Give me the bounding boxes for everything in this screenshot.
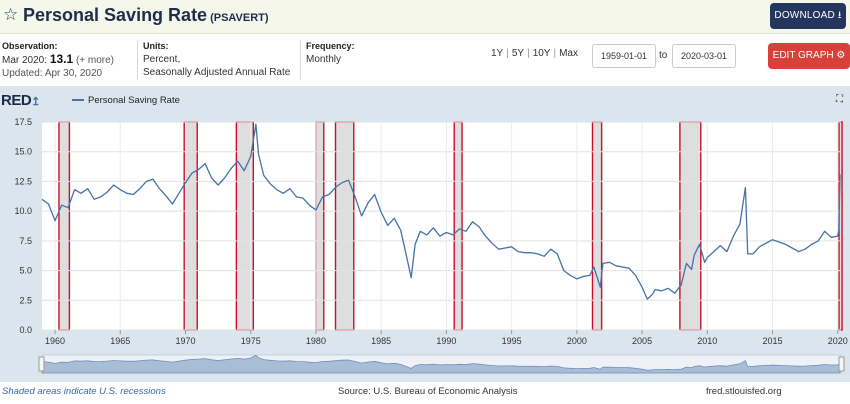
recession-layer xyxy=(58,121,843,331)
x-tick-label: 1990 xyxy=(436,336,456,346)
recession-band-1 xyxy=(58,121,71,331)
recession-band-8 xyxy=(679,121,702,331)
recession-band-6 xyxy=(453,121,463,331)
frequency-value: Monthly xyxy=(306,54,342,65)
x-tick-label: 1965 xyxy=(110,336,130,346)
download-icon: ⭳ xyxy=(837,10,842,21)
y-axis: 0.0 2.5 5.0 7.5 10.0 12.5 15.0 17.5 xyxy=(14,117,32,335)
navigator-handle-left[interactable] xyxy=(38,356,45,372)
logo-text: RED xyxy=(1,92,32,109)
x-tick-label: 2015 xyxy=(762,336,782,346)
x-tick-label: 1975 xyxy=(241,336,261,346)
y-tick-label: 10.0 xyxy=(14,206,32,216)
x-tick-label: 1980 xyxy=(306,336,326,346)
grid-layer xyxy=(42,121,841,331)
edit-graph-label: EDIT GRAPH xyxy=(772,50,834,61)
to-label: to xyxy=(659,50,668,61)
gear-icon: ⚙ xyxy=(836,50,846,61)
page-title: Personal Saving Rate (PSAVERT) xyxy=(23,5,269,26)
recession-band-2 xyxy=(183,121,198,331)
x-tick-label: 1985 xyxy=(371,336,391,346)
range-max-button[interactable]: Max xyxy=(559,48,578,59)
x-tick-label: 2005 xyxy=(632,336,652,346)
star-outline-icon[interactable]: ☆ xyxy=(3,5,19,24)
frequency-block: Frequency: Monthly xyxy=(306,40,355,66)
end-date-input[interactable]: 2020-03-01 xyxy=(672,44,736,68)
observation-value: 13.1 xyxy=(49,52,74,66)
recession-band-5 xyxy=(334,121,355,331)
legend-label: Personal Saving Rate xyxy=(88,95,180,106)
x-tick-label: 2010 xyxy=(697,336,717,346)
x-tick-label: 2020 xyxy=(828,336,848,346)
y-tick-label: 2.5 xyxy=(19,295,32,305)
range-1y-button[interactable]: 1Y xyxy=(491,48,504,59)
logo-chart-icon: ↥ xyxy=(31,96,40,108)
range-selector: 1Y | 5Y | 10Y | Max xyxy=(491,48,578,59)
frequency-label: Frequency: xyxy=(306,41,355,51)
title-bar: ☆ Personal Saving Rate (PSAVERT) DOWNLOAD… xyxy=(0,0,850,34)
x-tick-label: 1960 xyxy=(45,336,65,346)
series-line-personal-saving-rate xyxy=(41,123,841,300)
range-10y-button[interactable]: 10Y xyxy=(532,48,551,59)
navigator-series xyxy=(41,354,841,374)
range-navigator[interactable] xyxy=(38,354,845,374)
series-id: (PSAVERT) xyxy=(210,12,269,24)
y-tick-label: 15.0 xyxy=(14,147,32,157)
chart-legend: Personal Saving Rate xyxy=(72,95,180,106)
source-note: Source: U.S. Bureau of Economic Analysis xyxy=(338,386,518,397)
download-button[interactable]: DOWNLOAD ⭳ xyxy=(770,3,846,29)
x-tick-label: 1970 xyxy=(175,336,195,346)
fullscreen-icon[interactable]: ⛶ xyxy=(836,94,843,105)
y-tick-label: 12.5 xyxy=(14,176,32,186)
recession-band-7 xyxy=(591,121,603,331)
units-block: Units: Percent, Seasonally Adjusted Annu… xyxy=(143,40,290,79)
legend-swatch xyxy=(72,99,84,102)
x-axis: 1960 1965 1970 1975 1980 1985 1990 1995 2000 2005… xyxy=(45,330,848,346)
download-label: DOWNLOAD xyxy=(774,10,835,21)
y-tick-label: 0.0 xyxy=(19,325,32,335)
navigator-handle-right[interactable] xyxy=(838,356,845,372)
fred-logo: RED↥ xyxy=(1,92,40,109)
range-5y-button[interactable]: 5Y xyxy=(511,48,525,59)
edit-graph-button[interactable]: EDIT GRAPH ⚙ xyxy=(768,43,850,69)
units-line2: Seasonally Adjusted Annual Rate xyxy=(143,67,291,78)
y-tick-label: 5.0 xyxy=(19,266,32,276)
y-tick-label: 7.5 xyxy=(19,236,32,246)
site-link[interactable]: fred.stlouisfed.org xyxy=(706,386,782,397)
series-title: Personal Saving Rate xyxy=(23,5,208,25)
x-tick-label: 2000 xyxy=(567,336,587,346)
updated-date: Updated: Apr 30, 2020 xyxy=(2,68,103,79)
units-line1: Percent, xyxy=(143,54,181,65)
recession-band-4 xyxy=(315,121,325,331)
observation-date: Mar 2020: xyxy=(2,55,48,66)
observation-more-link[interactable]: (+ more) xyxy=(75,55,115,66)
y-tick-label: 17.5 xyxy=(14,117,32,127)
meta-divider xyxy=(300,40,301,80)
observation-block: Observation: Mar 2020: 13.1 (+ more) Upd… xyxy=(2,40,114,80)
recession-note: Shaded areas indicate U.S. recessions xyxy=(2,386,166,397)
start-date-input[interactable]: 1959-01-01 xyxy=(592,44,656,68)
meta-divider xyxy=(137,40,138,80)
plot-area xyxy=(42,122,841,330)
observation-label: Observation: xyxy=(2,41,58,51)
units-label: Units: xyxy=(143,41,169,51)
x-tick-label: 1995 xyxy=(502,336,522,346)
